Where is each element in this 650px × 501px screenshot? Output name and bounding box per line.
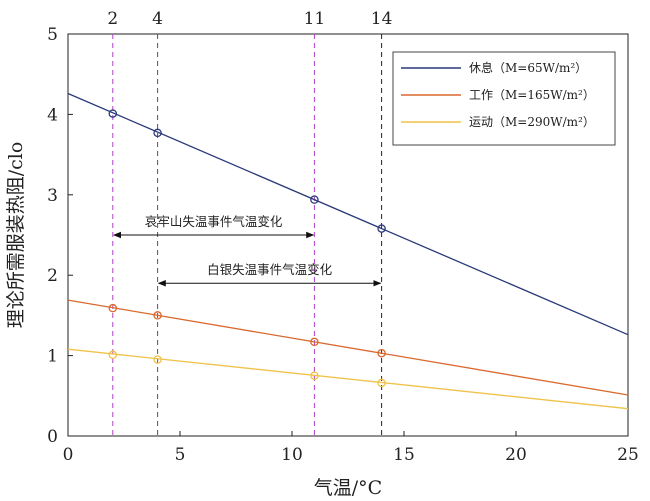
legend-label-2: 运动（M=290W/m²） — [469, 115, 595, 129]
y-axis-title: 理论所需服装热阻/clo — [5, 142, 27, 329]
annotation-label-1: 白银失温事件气温变化 — [207, 262, 333, 277]
top-tick-label: 4 — [152, 9, 163, 29]
reference-lines — [112, 34, 383, 436]
top-tick-label: 2 — [107, 9, 118, 29]
x-tick-label: 0 — [63, 445, 74, 465]
legend: 休息（M=65W/m²） 工作（M=165W/m²） 运动（M=290W/m²） — [392, 51, 616, 146]
x-tick-label: 20 — [505, 445, 527, 465]
series-marker — [377, 224, 386, 233]
legend-label-1: 工作（M=165W/m²） — [469, 88, 595, 102]
plot-frame — [67, 33, 629, 437]
x-tick-label: 10 — [281, 445, 303, 465]
y-tick-label: 1 — [47, 347, 58, 367]
series-marker — [108, 109, 118, 118]
y-tick-label: 4 — [47, 105, 58, 125]
x-tick-label: 25 — [617, 445, 639, 465]
series-line-1 — [67, 299, 629, 396]
legend-label-0: 休息（M=65W/m²） — [469, 60, 587, 75]
series-marker — [377, 378, 386, 388]
series-marker — [153, 128, 162, 138]
series-marker — [108, 350, 118, 360]
series-line-2 — [67, 348, 629, 410]
series-layer — [67, 92, 629, 410]
top-tick-label: 11 — [304, 9, 326, 29]
series-marker — [377, 348, 386, 358]
y-tick-label: 0 — [47, 427, 58, 447]
series-marker — [310, 371, 319, 380]
series-marker — [310, 337, 319, 347]
y-tick-label: 2 — [47, 266, 58, 286]
x-tick-label: 5 — [175, 445, 186, 465]
series-marker — [108, 303, 118, 313]
top-tick-label: 14 — [371, 9, 393, 29]
series-marker — [153, 311, 162, 320]
series-marker — [153, 355, 162, 364]
x-tick-label: 15 — [393, 445, 415, 465]
y-tick-label: 3 — [47, 186, 58, 206]
annotation-label-0: 哀牢山失温事件气温变化 — [145, 214, 283, 229]
series-marker — [310, 195, 319, 204]
axis-layer: 0 5 10 15 20 25 0 1 2 3 4 5 2 4 11 14 — [47, 9, 639, 465]
y-tick-label: 5 — [47, 25, 58, 45]
x-axis-title: 气温/°C — [314, 477, 382, 499]
